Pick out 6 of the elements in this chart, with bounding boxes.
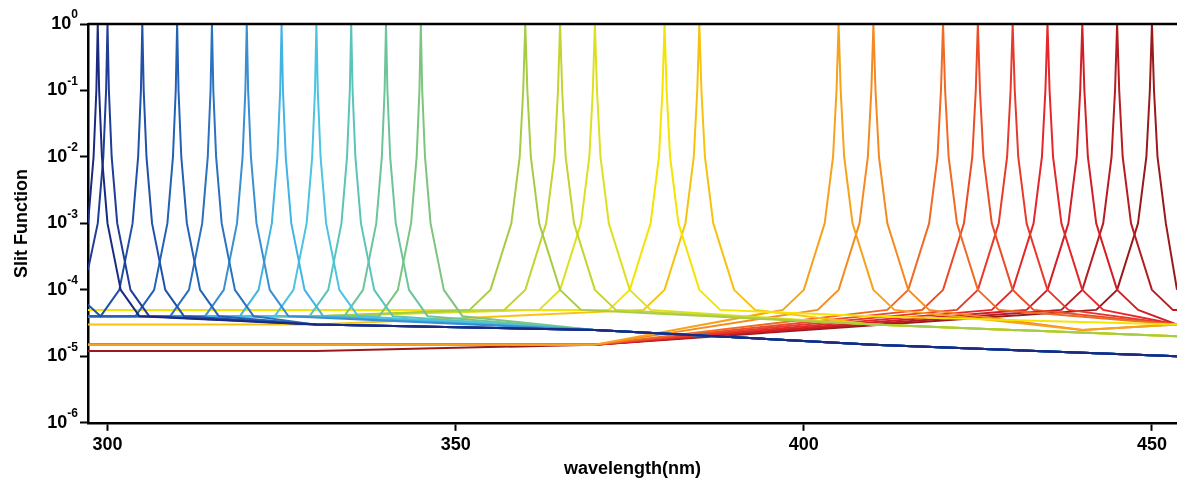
x-tick-label: 300 [92, 433, 123, 454]
x-tick-label: 450 [1136, 433, 1167, 454]
x-tick-label: 400 [788, 433, 819, 454]
x-axis-title: wavelength(nm) [562, 458, 702, 479]
y-axis-title: Slit Function [10, 168, 32, 278]
x-tick-label: 350 [440, 433, 471, 454]
